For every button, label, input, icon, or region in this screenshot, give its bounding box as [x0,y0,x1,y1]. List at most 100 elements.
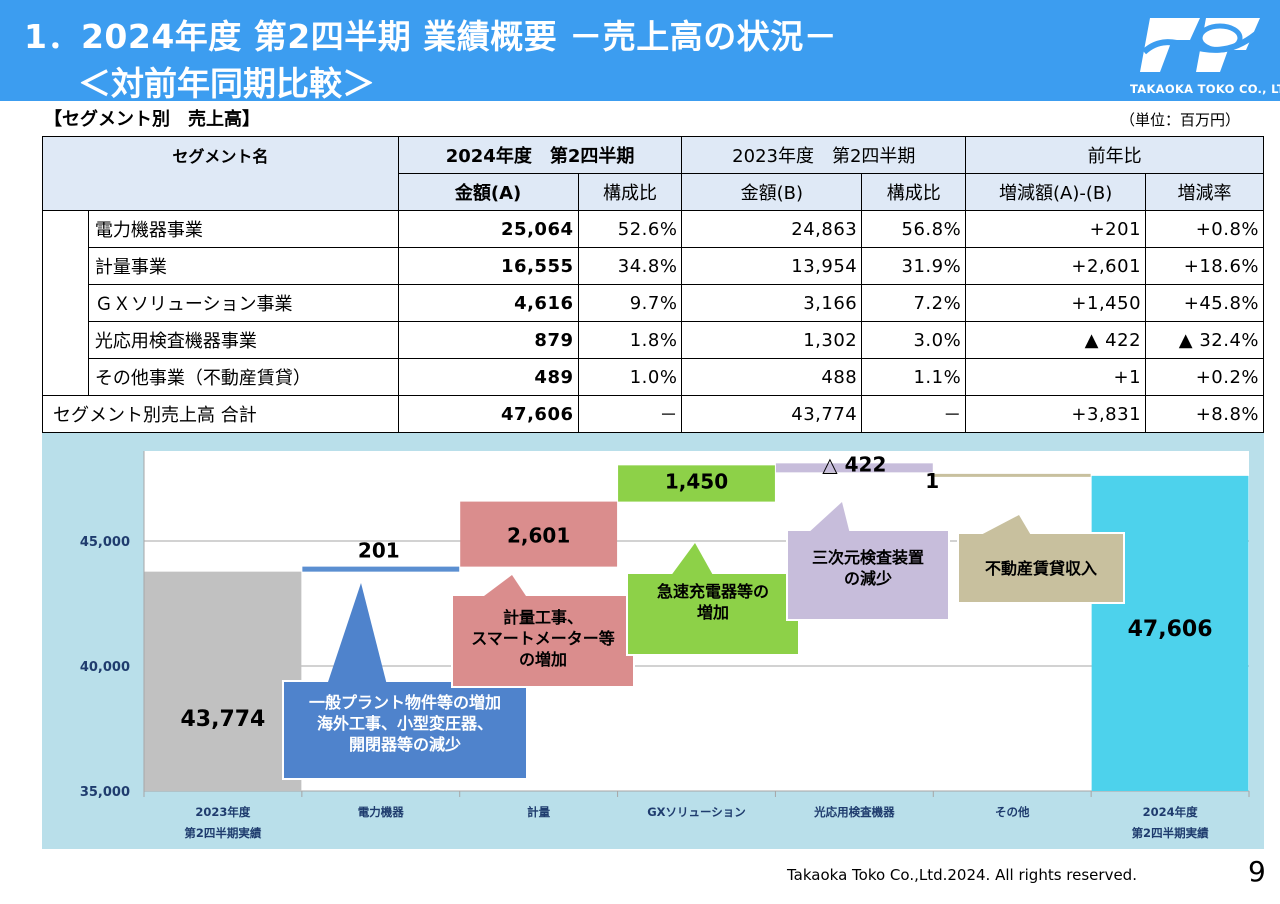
ratio-b: 31.9% [861,247,967,285]
diff-rate: +18.6% [1145,247,1264,285]
total-rate: +8.8% [1145,395,1264,433]
total-amount-b: 43,774 [681,395,863,433]
amount-b: 488 [681,358,863,396]
amount-a: 16,555 [397,247,579,285]
header-fy2024: 2024年度 第2四半期 [397,136,683,174]
table-row: 電力機器事業 25,064 52.6% 24,863 56.8% +201 +0… [42,210,1264,248]
callout-metering-box [451,594,635,688]
header-rate: 増減率 [1145,173,1264,211]
diff-amount: +1,450 [965,284,1147,322]
callout-power-text: 一般プラント物件等の増加海外工事、小型変圧器、開閉器等の減少 [309,693,501,754]
logo-mark-icon [1140,18,1260,72]
page-title: 1．2024年度 第2四半期 業績概要 －売上高の状況－ [24,17,838,56]
segment-name: 光応用検査機器事業 [87,321,399,359]
header-amount-b: 金額(B) [681,173,863,211]
header-segment-name: セグメント名 [42,136,399,211]
logo-text: TAKAOKA TOKO CO., LTD. [1130,82,1280,96]
ratio-a: 9.7% [577,284,683,322]
callout-gx-pointer [670,543,714,577]
amount-b: 13,954 [681,247,863,285]
callout-optical-pointer [807,502,850,534]
x-category-label: 2023年度第2四半期実績 [184,805,262,840]
diff-amount: +201 [965,210,1147,248]
callout-optical-text: 三次元検査装置の減少 [812,548,924,588]
diff-amount: +1 [965,358,1147,396]
diff-rate: +0.2% [1145,358,1264,396]
ratio-b: 1.1% [861,358,967,396]
header-yoy: 前年比 [965,136,1264,174]
x-category-label: 計量 [527,805,550,819]
header-diff: 増減額(A)-(B) [965,173,1147,211]
amount-a: 25,064 [397,210,579,248]
ratio-b: 3.0% [861,321,967,359]
bar [618,465,775,502]
segment-name: 計量事業 [87,247,399,285]
segment-name: その他事業（不動産賃貸） [87,358,399,396]
diff-rate: ▲ 32.4% [1145,321,1264,359]
callout-other-box [957,532,1125,604]
bar [302,566,460,572]
header-banner: 1．2024年度 第2四半期 業績概要 －売上高の状況－ ＜対前年同期比較＞ T… [0,0,1280,103]
callout-power-box [282,680,528,780]
amount-a: 4,616 [397,284,579,322]
bar [144,571,302,791]
callout-other-text: 不動産賃貸収入 [985,559,1097,578]
table-total-row: セグメント別売上高 合計 47,606 － 43,774 － +3,831 +8… [42,395,1264,433]
page-subtitle: ＜対前年同期比較＞ [78,64,375,103]
y-tick-label: 45,000 [80,535,130,550]
diff-rate: +45.8% [1145,284,1264,322]
amount-a: 489 [397,358,579,396]
x-category-label: 2024年度第2四半期実績 [1132,805,1210,840]
callout-gx-text: 急速充電器等の増加 [657,582,769,622]
x-category-label: 光応用検査機器 [813,805,895,819]
header-fy2023: 2023年度 第2四半期 [681,136,967,174]
y-tick-label: 35,000 [80,785,130,800]
data-label: △ 422 [822,452,886,476]
x-category-label: GXソリューション [647,805,746,819]
total-ratio-b: － [861,395,967,433]
bar [933,473,1091,477]
callout-power-pointer [327,583,387,685]
total-amount-a: 47,606 [397,395,579,433]
table-row: その他事業（不動産賃貸） 489 1.0% 488 1.1% +1 +0.2% [42,358,1264,396]
segment-name: ＧＸソリューション事業 [87,284,399,322]
total-diff: +3,831 [965,395,1147,433]
data-label: 201 [358,539,400,563]
ratio-a: 1.0% [577,358,683,396]
x-category-label: 電力機器 [358,805,404,819]
company-logo: TAKAOKA TOKO CO., LTD. [1130,12,1280,100]
header-ratio-a: 構成比 [577,173,683,211]
amount-b: 3,166 [681,284,863,322]
ratio-b: 56.8% [861,210,967,248]
bar [775,463,933,473]
diff-amount: +2,601 [965,247,1147,285]
bar [1091,475,1249,791]
callout-metering-text: 計量工事、スマートメーター等の増加 [471,608,615,669]
table-row: ＧＸソリューション事業 4,616 9.7% 3,166 7.2% +1,450… [42,284,1264,322]
total-name: セグメント別売上高 合計 [42,395,399,433]
chart-svg: 35,000 40,000 45,000 43,774 201 2,601 1,450 △ 4… [80,451,1250,840]
ratio-a: 1.8% [577,321,683,359]
x-category-label: その他 [995,805,1030,819]
data-label: 43,774 [180,707,265,732]
diff-rate: +0.8% [1145,210,1264,248]
diff-amount: ▲ 422 [965,321,1147,359]
data-label: 47,606 [1128,617,1213,642]
ratio-b: 7.2% [861,284,967,322]
amount-a: 879 [397,321,579,359]
bar [460,501,618,567]
footer-copyright: Takaoka Toko Co.,Ltd.2024. All rights re… [787,866,1137,884]
table-row: 光応用検査機器事業 879 1.8% 1,302 3.0% ▲ 422 ▲ 32… [42,321,1264,359]
ratio-a: 34.8% [577,247,683,285]
data-label: 1,450 [665,469,728,493]
callout-metering-pointer [480,575,528,599]
amount-b: 24,863 [681,210,863,248]
data-label: 2,601 [507,524,570,548]
callout-gx-box [626,572,800,656]
segment-name: 電力機器事業 [87,210,399,248]
header-ratio-b: 構成比 [861,173,967,211]
unit-label: （単位：百万円） [1120,111,1241,129]
amount-b: 1,302 [681,321,863,359]
table-row: 計量事業 16,555 34.8% 13,954 31.9% +2,601 +1… [42,247,1264,285]
waterfall-chart: 35,000 40,000 45,000 43,774 201 2,601 1,450 △ 4… [42,433,1264,849]
